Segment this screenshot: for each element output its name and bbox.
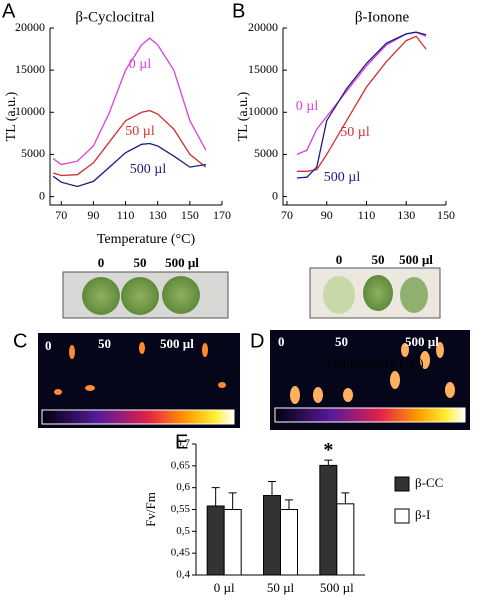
axes [282,28,446,206]
photo-label: 500 µl [165,255,199,270]
bar [336,503,355,576]
legend-swatch [394,508,410,524]
y-tick-label: 20000 [15,20,45,34]
panel-label: C [13,330,27,352]
annotation: * [323,439,333,461]
series-label: 50 µl [340,125,370,140]
chart-title: β-Cyclocitral [75,9,154,25]
axes [49,28,222,206]
thermal-label: 500 µl [160,336,194,351]
y-axis-label: TL (a.u.) [236,91,251,141]
line [52,142,207,188]
panel-label: E [175,431,188,453]
leaf-disk [82,277,120,315]
thermal-spots [54,342,226,395]
thermal-spots [290,342,455,404]
error-bar [285,499,293,510]
x-tick-label: 70 [281,208,293,222]
legend-swatch [394,476,410,492]
photo-label: 0 [336,252,343,267]
x-tick-label: 90 [87,208,99,222]
error-bar [341,492,350,504]
leaf-disk [121,277,159,315]
leaf-disk [323,276,355,314]
panel-label: D [250,330,264,352]
chart-title: β-Ionone [355,9,410,25]
x-tick-label: 70 [55,208,67,222]
x-tick-label: 170 [213,208,231,222]
x-tick-label: 130 [149,208,167,222]
series-label: 0 µl [129,57,152,72]
color-scale [41,409,235,425]
y-tick-label: 10000 [15,104,45,118]
x-tick-label: 150 [437,208,455,222]
bar [223,509,242,576]
bar [280,509,298,576]
thermal-label: 0 [45,338,52,353]
thermal-label: 50 [335,334,348,349]
y-tick-label: 0,4 [176,569,190,581]
photo-label: 500 µl [399,252,433,267]
bar [319,464,338,576]
line [296,31,427,179]
photo-label: 50 [372,252,385,267]
legend-label: β-CC [415,475,443,490]
y-tick-label: 15000 [248,62,278,76]
x-axis-label: Temperature (°C) [325,357,424,372]
color-scale [274,407,466,423]
x-tick-label: 150 [181,208,199,222]
error-bar [268,481,276,496]
line [296,35,427,172]
y-tick-label: 0,6 [176,481,190,493]
y-tick-label: 0,45 [171,547,191,559]
y-tick-label: 20000 [248,20,278,34]
y-tick-label: 0,5 [176,525,190,537]
leaf-disk [363,275,393,311]
x-tick-label: 0 µl [214,580,235,595]
panel-label: A [2,0,16,22]
x-tick-label: 90 [321,208,333,222]
thermal-label: 0 [278,334,285,349]
thermal-label: 50 [98,336,111,351]
y-tick-label: 0 [39,188,45,202]
series-label: 500 µl [324,170,361,185]
bar [263,495,281,576]
y-tick-label: 0,55 [171,503,191,515]
photo-label: 50 [134,255,147,270]
series-label: 0 µl [296,99,319,114]
y-axis-label: TL (a.u.) [4,91,19,141]
y-tick-label: 0,65 [171,459,191,471]
error-bar [228,492,237,510]
y-tick-label: 5000 [21,146,45,160]
photo-label: 0 [98,255,105,270]
leaf-disk [400,277,428,313]
panel-label: B [232,0,245,22]
x-tick-label: 500 µl [320,580,354,595]
x-tick-label: 50 µl [267,580,295,595]
x-tick-label: 130 [397,208,415,222]
y-tick-label: 10000 [248,104,278,118]
y-axis-label: Fv/Fm [143,492,158,527]
bar [206,505,225,576]
x-axis-label: Temperature (°C) [97,232,196,247]
thermal-label: 500 µl [405,334,439,349]
error-bar [211,487,220,507]
y-tick-label: 15000 [15,62,45,76]
x-tick-label: 110 [117,208,135,222]
series-label: 500 µl [130,162,167,177]
y-tick-label: 0 [272,188,278,202]
series-label: 50 µl [125,124,155,139]
y-tick-label: 0,7 [176,438,190,450]
line [52,37,207,166]
legend-label: β-I [415,507,430,522]
x-tick-label: 110 [358,208,376,222]
error-bar [324,459,333,466]
leaf-disk [162,276,200,314]
line [53,109,207,177]
y-tick-label: 5000 [254,146,278,160]
